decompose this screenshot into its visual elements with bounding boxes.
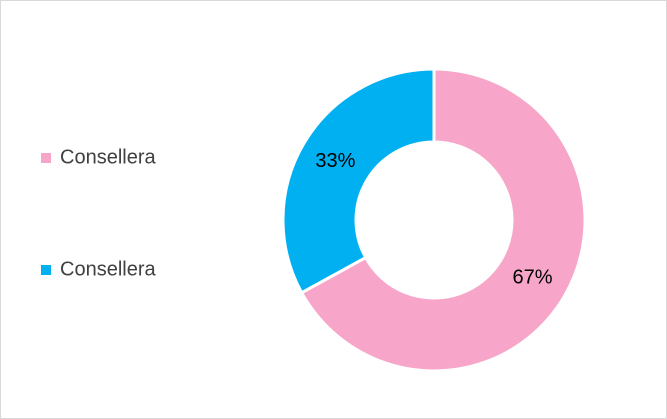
legend-text: Consellera bbox=[60, 146, 156, 168]
donut-slice bbox=[299, 67, 587, 373]
legend-text: Consellera bbox=[60, 258, 156, 280]
legend-swatch bbox=[41, 265, 51, 275]
value-label: 67% bbox=[513, 267, 553, 289]
value-label: 33% bbox=[315, 150, 355, 172]
donut-slice bbox=[281, 67, 436, 295]
legend-swatch bbox=[41, 153, 51, 163]
